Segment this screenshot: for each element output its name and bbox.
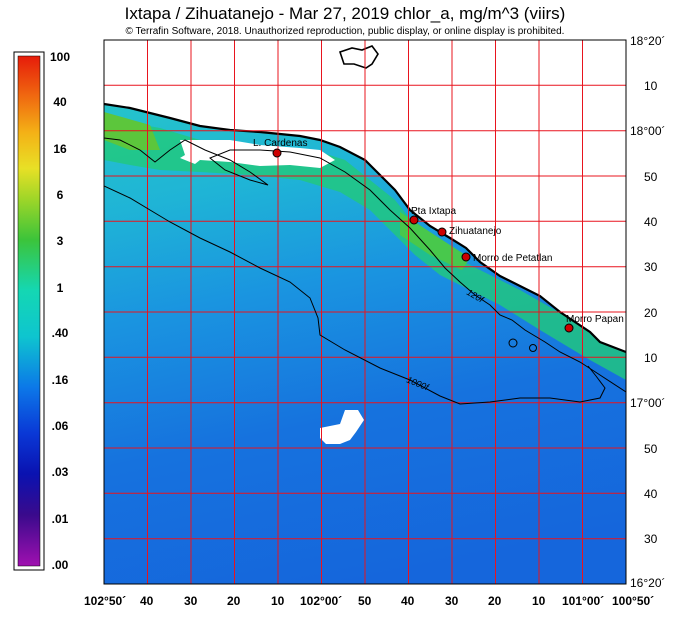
place-label-zihuatanejo: Zihuatanejo [449, 226, 502, 237]
colorbar-label: .03 [51, 465, 69, 479]
lat-label: 16°20´ [630, 576, 666, 590]
place-label-cardenas: L. Cardenas [253, 138, 307, 149]
lon-label: 30 [445, 594, 459, 608]
lat-label: 10 [644, 79, 658, 93]
colorbar-label: 16 [53, 142, 67, 156]
lon-label: 10 [271, 594, 285, 608]
marker-papan[interactable] [564, 323, 574, 333]
lon-label: 40 [401, 594, 415, 608]
colorbar-label: 1 [56, 281, 64, 295]
lat-label: 30 [644, 532, 658, 546]
colorbar [13, 51, 45, 571]
depth-contours [104, 137, 626, 405]
colorbar-label: .16 [51, 373, 69, 387]
lon-label: 102°00´ [300, 594, 343, 608]
lat-label: 40 [644, 215, 658, 229]
lon-label: 30 [184, 594, 198, 608]
colorbar-label: .00 [51, 558, 69, 572]
colorbar-label: .01 [51, 512, 69, 526]
colorbar-label: 3 [56, 234, 64, 248]
lon-label: 100°50´ [612, 594, 655, 608]
lon-label: 20 [227, 594, 241, 608]
colorbar-label: 6 [56, 188, 64, 202]
lon-label: 102°50´ [84, 594, 127, 608]
map-frame [103, 39, 627, 585]
lat-label: 50 [644, 170, 658, 184]
colorbar-label: 100 [49, 50, 71, 64]
lon-label: 10 [532, 594, 546, 608]
lat-label: 20 [644, 306, 658, 320]
map-area: 120f 1000f L. Cardenas Pta Ixtapa Zihuat… [104, 40, 626, 584]
place-label-papan: Morro Papan [566, 314, 624, 325]
marker-petatlan[interactable] [461, 252, 471, 262]
lat-label: 30 [644, 260, 658, 274]
place-label-petatlan: Morro de Petatlan [473, 253, 553, 264]
place-markers [272, 148, 574, 333]
lon-label: 40 [140, 594, 154, 608]
copyright-notice: © Terrafin Software, 2018. Unauthorized … [125, 26, 565, 37]
lat-label: 18°00´ [630, 124, 666, 138]
colorbar-label: .40 [51, 326, 69, 340]
lon-label: 20 [488, 594, 502, 608]
lat-label: 17°00´ [630, 396, 666, 410]
lat-label: 40 [644, 487, 658, 501]
lat-label: 50 [644, 442, 658, 456]
lon-label: 50 [358, 594, 372, 608]
marker-cardenas[interactable] [272, 148, 282, 158]
colorbar-label: .06 [51, 419, 69, 433]
colorbar-label: 40 [53, 95, 67, 109]
lat-label: 10 [644, 351, 658, 365]
lat-label: 18°20´ [630, 34, 666, 48]
map-title: Ixtapa / Zihuatanejo - Mar 27, 2019 chlo… [124, 4, 566, 23]
marker-ixtapa[interactable] [409, 215, 419, 225]
lat-lon-grid [104, 40, 626, 584]
place-label-ixtapa: Pta Ixtapa [411, 206, 456, 217]
marker-zihuatanejo[interactable] [437, 227, 447, 237]
lon-label: 101°00´ [562, 594, 605, 608]
